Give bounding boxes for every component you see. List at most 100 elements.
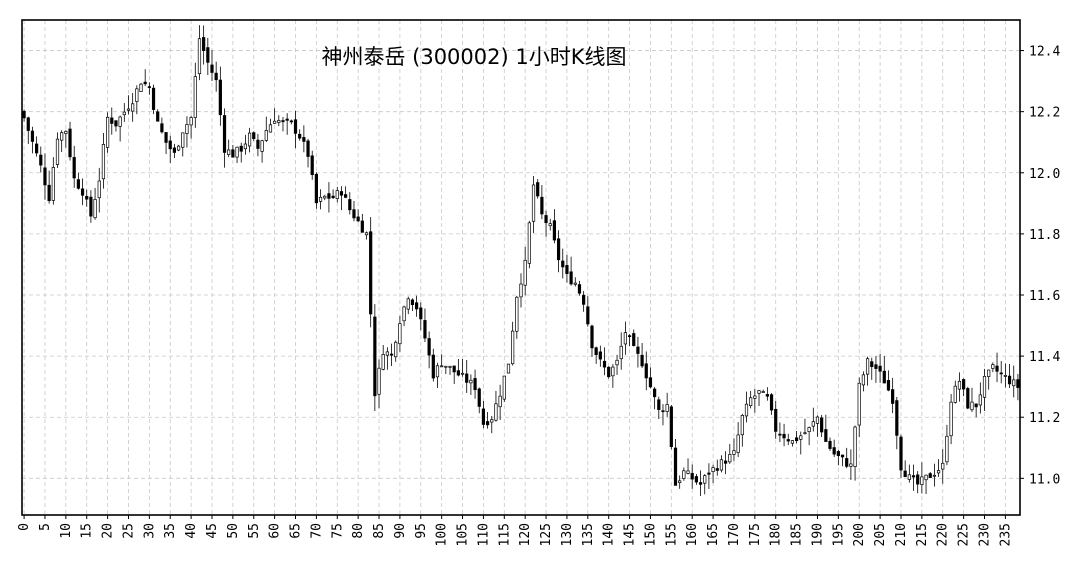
- x-tick-label: 45: [205, 523, 220, 539]
- candle-body: [1003, 375, 1007, 377]
- candle-body: [857, 382, 861, 426]
- candle-body: [678, 480, 682, 484]
- candle-body: [519, 283, 523, 298]
- candle-body: [360, 220, 364, 233]
- candle-body: [949, 401, 953, 437]
- x-tick-label: 20: [101, 523, 116, 539]
- candle-body: [991, 364, 995, 369]
- candle-body: [85, 195, 89, 200]
- x-tick-label: 170: [727, 523, 742, 546]
- candle-body: [197, 38, 202, 75]
- candle-body: [419, 307, 423, 320]
- candle-body: [853, 426, 857, 467]
- x-tick-label: 105: [456, 523, 471, 546]
- x-tick-label: 0: [17, 523, 32, 531]
- candle-body: [761, 391, 765, 393]
- candle-body: [402, 306, 406, 322]
- candle-body: [506, 363, 511, 374]
- candle-body: [156, 111, 160, 122]
- candle-body: [1012, 379, 1016, 387]
- candle-body: [878, 365, 882, 372]
- candle-body: [799, 435, 803, 440]
- x-tick-label: 235: [998, 523, 1013, 546]
- candle-body: [243, 143, 248, 150]
- candle-body: [135, 88, 139, 102]
- candle-body: [273, 120, 277, 124]
- candle-body: [114, 120, 118, 127]
- candle-body: [953, 385, 957, 403]
- candle-body: [920, 476, 924, 485]
- candle-body: [189, 117, 193, 126]
- candle-body: [344, 194, 348, 198]
- candle-body: [786, 439, 790, 442]
- candle-body: [790, 440, 795, 444]
- candle-body: [623, 332, 627, 345]
- candle-body: [632, 333, 636, 346]
- candle-body: [314, 173, 318, 204]
- x-tick-label: 125: [539, 523, 554, 546]
- candle-body: [845, 458, 849, 467]
- candle-body: [607, 366, 611, 378]
- candle-body: [740, 414, 744, 436]
- candle-body: [849, 463, 853, 467]
- candle-body: [511, 330, 515, 365]
- candle-body: [318, 196, 323, 202]
- x-tick-label: 100: [435, 523, 450, 546]
- candle-body: [736, 434, 740, 453]
- candle-body: [485, 421, 490, 426]
- x-axis: 0 5 10 15 20 25 30 35 40 45 50 55 60 65 70 75 80 85 90 95 10…: [17, 515, 1013, 546]
- y-axis: 11.0 11.2 11.4 11.6 11.8 12.0 12.2 12.4: [1020, 45, 1060, 487]
- candle-body: [222, 115, 227, 153]
- candle-body: [978, 394, 982, 406]
- candle-body: [35, 143, 39, 154]
- y-tick-label: 12.4: [1029, 45, 1060, 60]
- candle-body: [886, 380, 891, 391]
- candle-body: [101, 144, 106, 180]
- candle-body: [590, 325, 594, 349]
- candle-body: [89, 196, 93, 217]
- plot-background: [22, 20, 1020, 515]
- candle-body: [1016, 379, 1020, 388]
- x-tick-label: 30: [142, 523, 157, 539]
- candle-body: [982, 375, 987, 398]
- candle-body: [648, 377, 653, 388]
- candle-body: [803, 432, 807, 435]
- candle-body: [987, 369, 991, 377]
- candle-body: [769, 394, 774, 411]
- candle-body: [644, 363, 648, 379]
- candle-body: [385, 351, 389, 356]
- candle-body: [160, 123, 164, 133]
- candle-body: [598, 351, 602, 360]
- candle-body: [732, 450, 736, 455]
- candle-body: [310, 155, 314, 176]
- candle-body: [711, 467, 715, 473]
- y-tick-label: 11.6: [1029, 289, 1060, 304]
- candle-body: [615, 359, 619, 366]
- candle-body: [661, 410, 665, 413]
- candle-body: [665, 404, 669, 412]
- candle-body: [690, 472, 694, 480]
- candle-body: [110, 117, 114, 124]
- candle-body: [828, 440, 832, 449]
- candle-body: [72, 157, 76, 179]
- x-tick-label: 205: [873, 523, 888, 546]
- candle-body: [256, 139, 260, 149]
- x-tick-label: 195: [831, 523, 846, 546]
- candle-body: [460, 372, 465, 375]
- x-tick-label: 175: [748, 523, 763, 546]
- candle-body: [782, 433, 786, 439]
- candle-body: [465, 373, 469, 383]
- x-tick-label: 155: [664, 523, 679, 546]
- candle-body: [444, 365, 448, 368]
- candle-body: [139, 83, 143, 92]
- candle-body: [227, 149, 231, 155]
- candle-body: [974, 403, 978, 408]
- candle-body: [164, 132, 168, 143]
- candle-body: [911, 475, 916, 478]
- candle-body: [302, 137, 306, 142]
- candle-body: [653, 388, 657, 398]
- x-tick-label: 215: [915, 523, 930, 546]
- x-tick-label: 190: [810, 523, 825, 546]
- candle-body: [143, 81, 147, 85]
- candle-body: [957, 380, 962, 390]
